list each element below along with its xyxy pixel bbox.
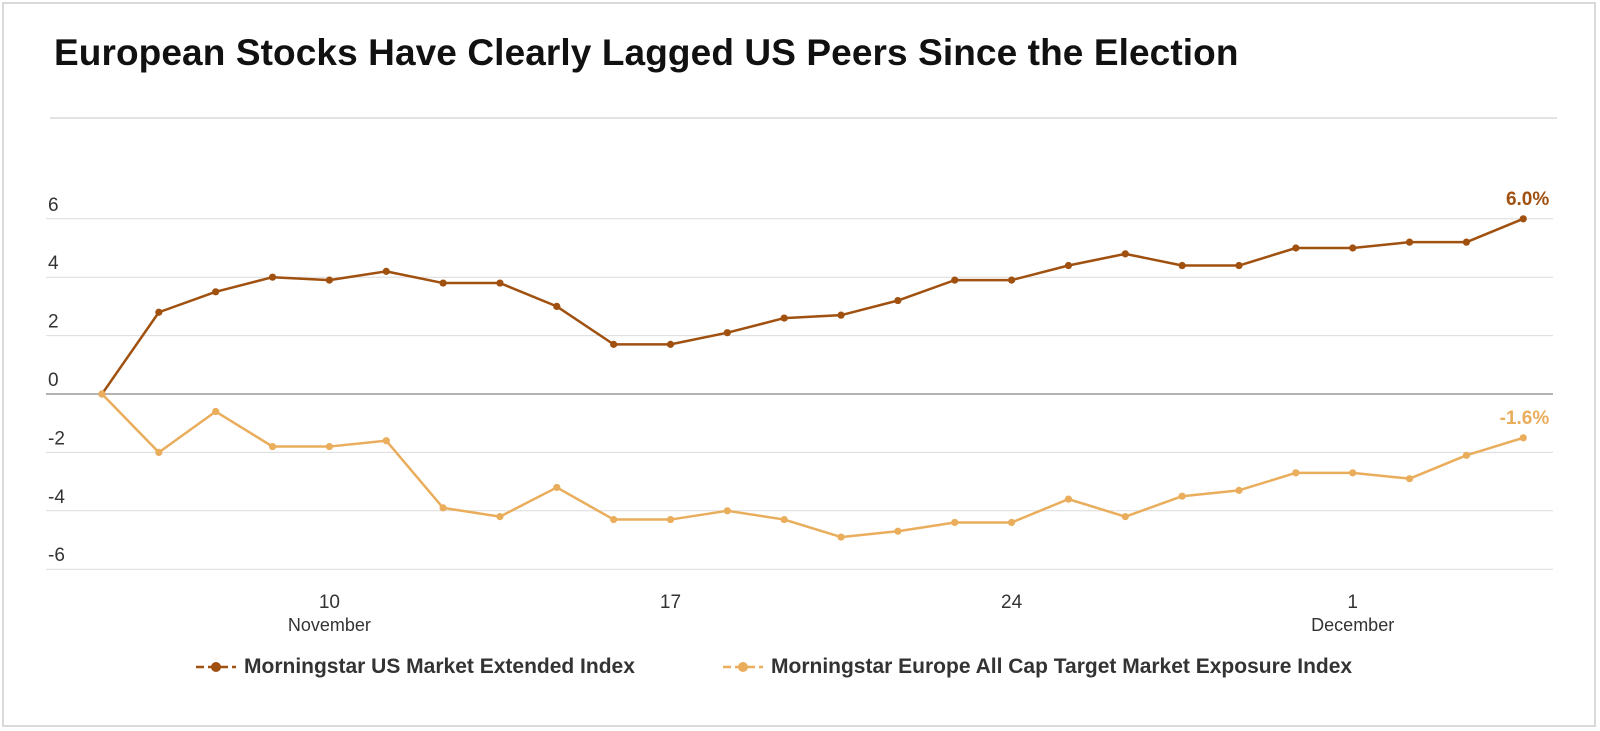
series-line-europe bbox=[101, 393, 1524, 539]
x-tick-label: 24 bbox=[1001, 592, 1023, 613]
data-point-us bbox=[268, 273, 277, 281]
legend-marker-europe-icon bbox=[723, 662, 763, 672]
data-point-europe bbox=[1064, 495, 1073, 503]
data-point-us bbox=[496, 279, 504, 287]
x-tick-sublabel: November bbox=[288, 615, 371, 635]
y-tick-label: 0 bbox=[48, 370, 59, 391]
data-point-us bbox=[610, 340, 618, 348]
y-tick-label: 2 bbox=[48, 312, 59, 333]
data-point-europe bbox=[155, 448, 163, 456]
data-point-europe bbox=[723, 507, 731, 515]
title-divider bbox=[50, 117, 1557, 119]
legend-item-us[interactable]: Morningstar US Market Extended Index bbox=[196, 655, 635, 679]
data-point-us bbox=[951, 276, 959, 284]
x-tick-label: 1 bbox=[1347, 592, 1358, 613]
end-value-label-europe: -1.6% bbox=[1500, 408, 1550, 429]
data-point-us bbox=[325, 276, 333, 284]
data-point-us bbox=[1405, 238, 1414, 246]
data-point-europe bbox=[553, 483, 561, 492]
data-point-us bbox=[1519, 215, 1527, 223]
data-point-europe bbox=[1519, 434, 1527, 442]
data-point-europe bbox=[894, 527, 902, 535]
data-point-us bbox=[1349, 244, 1357, 252]
data-point-europe bbox=[382, 437, 390, 445]
data-point-us bbox=[212, 288, 220, 296]
data-point-us bbox=[155, 308, 163, 316]
data-point-us bbox=[1462, 238, 1470, 246]
legend-label-europe: Morningstar Europe All Cap Target Market… bbox=[771, 655, 1353, 678]
data-point-europe bbox=[439, 504, 447, 512]
data-point-europe bbox=[325, 442, 333, 451]
data-point-europe bbox=[837, 533, 845, 541]
data-point-us bbox=[553, 302, 561, 310]
data-point-europe bbox=[1178, 492, 1186, 500]
data-point-us bbox=[723, 329, 731, 337]
data-point-us bbox=[1008, 276, 1016, 284]
y-tick-label: -4 bbox=[48, 487, 65, 508]
data-point-us bbox=[837, 311, 845, 319]
data-point-us bbox=[1178, 261, 1186, 270]
data-point-us bbox=[894, 296, 902, 305]
y-tick-label: -2 bbox=[48, 428, 65, 449]
x-tick-sublabel: December bbox=[1311, 615, 1394, 635]
data-point-us bbox=[382, 267, 390, 275]
data-point-europe bbox=[1008, 518, 1016, 527]
data-point-europe bbox=[268, 442, 277, 451]
series-line-us bbox=[100, 217, 1524, 395]
data-point-europe bbox=[1462, 451, 1470, 459]
data-point-us bbox=[1235, 261, 1243, 270]
data-point-us bbox=[780, 314, 788, 322]
chart-title: European Stocks Have Clearly Lagged US P… bbox=[54, 32, 1239, 73]
data-point-europe bbox=[610, 515, 618, 524]
x-tick-label: 17 bbox=[660, 592, 681, 613]
x-tick-label: 10 bbox=[319, 592, 340, 613]
data-point-europe bbox=[1405, 475, 1414, 483]
data-point-europe bbox=[1235, 486, 1243, 494]
data-point-us bbox=[1121, 250, 1129, 258]
chart-legend: Morningstar US Market Extended Index Mor… bbox=[0, 651, 1600, 687]
data-point-europe bbox=[1292, 469, 1300, 477]
legend-label-us: Morningstar US Market Extended Index bbox=[244, 655, 635, 678]
legend-marker-us-icon bbox=[196, 662, 236, 672]
data-point-europe bbox=[1349, 469, 1357, 477]
data-point-us bbox=[666, 340, 675, 348]
y-tick-label: 4 bbox=[48, 253, 59, 274]
data-point-us bbox=[439, 279, 447, 287]
data-point-europe bbox=[1121, 513, 1129, 521]
legend-item-europe[interactable]: Morningstar Europe All Cap Target Market… bbox=[723, 655, 1352, 679]
data-point-us bbox=[1292, 244, 1300, 252]
data-point-europe bbox=[951, 518, 959, 527]
data-point-europe bbox=[98, 390, 106, 398]
data-point-europe bbox=[666, 515, 675, 524]
y-tick-label: -6 bbox=[48, 545, 65, 566]
data-point-europe bbox=[212, 407, 220, 416]
data-point-us bbox=[1064, 261, 1073, 270]
y-tick-label: 6 bbox=[48, 195, 59, 216]
data-point-europe bbox=[780, 515, 788, 524]
end-value-label-us: 6.0% bbox=[1506, 189, 1549, 210]
data-point-europe bbox=[496, 513, 504, 521]
